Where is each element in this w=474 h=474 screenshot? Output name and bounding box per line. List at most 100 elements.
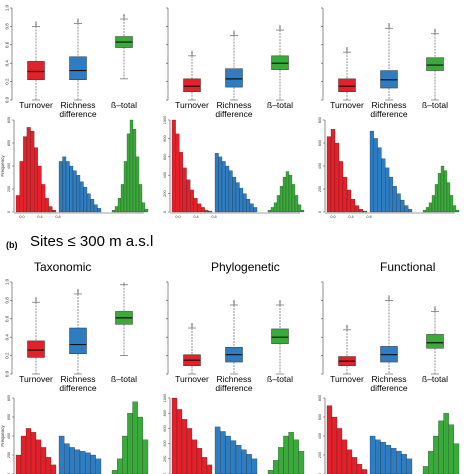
box-outlier [434, 309, 437, 312]
box-outlier [232, 301, 235, 304]
category-label-difference: difference [215, 109, 252, 119]
hist-y-tick-label: 0 [163, 211, 167, 213]
hist-bar [111, 210, 116, 213]
hist-bar [288, 175, 293, 213]
category-label-difference: difference [59, 383, 96, 393]
box-outlier [434, 30, 437, 33]
hist-y-tick-label: 400 [163, 440, 167, 446]
box-outlier [76, 21, 79, 24]
col-title-taxonomic: Taxonomic [34, 260, 92, 274]
hist-bar [300, 210, 305, 213]
hist-bar [246, 454, 252, 474]
category-label-richness: Richness [61, 374, 96, 384]
box-body [271, 328, 289, 344]
hist-bar [354, 205, 360, 213]
hist-y-label: Frequency [0, 155, 5, 177]
hist-bar [123, 161, 128, 213]
hist-y-tick-label: 400 [7, 163, 11, 169]
hist-bar [267, 210, 272, 213]
hist-x-tick-label: 0.4 [193, 215, 198, 219]
hist-bar [220, 431, 226, 474]
hist-bar [448, 424, 454, 474]
hist-x-tick-label: 0.8 [211, 215, 216, 219]
hist-bar [181, 419, 188, 474]
hist-bar [356, 463, 363, 474]
hist-y-tick-label: 800 [163, 135, 167, 141]
category-label-turnover: Turnover [330, 374, 364, 384]
hist-bar [270, 207, 275, 213]
box-outlier [388, 296, 391, 299]
box-body [338, 78, 356, 92]
box-body [69, 327, 87, 355]
box-y-tick-label: 0.0 [5, 96, 10, 103]
hist-bar [19, 161, 24, 213]
box-outlier [232, 33, 235, 36]
hist-bar [455, 210, 460, 213]
hist-bar [90, 198, 95, 213]
hist-bar [326, 405, 333, 474]
hist-bar [93, 204, 98, 213]
hist-bar [298, 451, 305, 474]
hist-x-tick-label: 0.4 [348, 215, 353, 219]
box-outlier [190, 53, 193, 56]
hist-bar [385, 167, 390, 213]
hist-y-tick-label: 200 [163, 190, 167, 196]
hist-bar [406, 458, 413, 474]
hist-y-tick-label: 800 [7, 117, 11, 123]
hist-bar [64, 443, 70, 474]
hist-bar [362, 210, 368, 213]
hist-bar [282, 176, 287, 213]
hist-bar [288, 432, 294, 474]
box-outlier [388, 24, 391, 27]
box-outlier [190, 324, 193, 327]
hist-bar [235, 444, 242, 474]
hist-bar [346, 449, 353, 474]
hist-bar [293, 439, 299, 474]
box-outlier [388, 25, 391, 28]
hist-bar [361, 469, 368, 474]
hist-bar [404, 205, 409, 213]
hist-y-tick-label: 200 [163, 456, 167, 462]
box-outlier [346, 48, 349, 51]
box-outlier [434, 306, 437, 309]
hist-bar [225, 165, 230, 213]
box-outlier [35, 24, 38, 27]
hist-bar [241, 449, 247, 474]
panel-b-label: (b) [6, 240, 18, 250]
hist-x-tick-label: 0.4 [37, 215, 42, 219]
hist-bar [230, 440, 237, 474]
hist-bar [171, 397, 178, 474]
hist-bar [431, 195, 436, 213]
hist-bar [37, 165, 42, 213]
category-label-richness: Richness [372, 100, 407, 110]
hist-bar [208, 210, 213, 213]
hist-bar [336, 428, 343, 474]
hist-bar [200, 207, 205, 213]
box-y-tick-label: 0.4 [5, 334, 10, 341]
hist-bar [334, 142, 340, 213]
hist-bar [30, 432, 37, 474]
box-outlier [346, 324, 349, 327]
hist-y-tick-label: 800 [163, 410, 167, 416]
hist-bar [95, 458, 102, 474]
hist-bar [40, 447, 47, 474]
category-label-difference: difference [215, 383, 252, 393]
hist-bar [446, 182, 451, 213]
box-outlier [388, 295, 391, 298]
hist-bar [249, 203, 254, 213]
box-outlier [35, 299, 38, 302]
box-outlier [346, 49, 349, 52]
hist-bar [422, 466, 429, 474]
box-y-tick-label: 0.8 [5, 23, 10, 30]
hist-bar [390, 448, 397, 474]
hist-y-tick-label: 0 [318, 473, 322, 474]
hist-bar [15, 454, 22, 474]
hist-x-tick-label: 0.8 [366, 215, 371, 219]
hist-bar [291, 184, 296, 213]
box-y-tick-label: 1.0 [5, 278, 10, 285]
hist-bar [396, 193, 401, 213]
hist-y-tick-label: 200 [7, 186, 11, 192]
hist-x-tick-label: 0.0 [330, 215, 335, 219]
hist-y-tick-label: 0 [7, 211, 11, 213]
